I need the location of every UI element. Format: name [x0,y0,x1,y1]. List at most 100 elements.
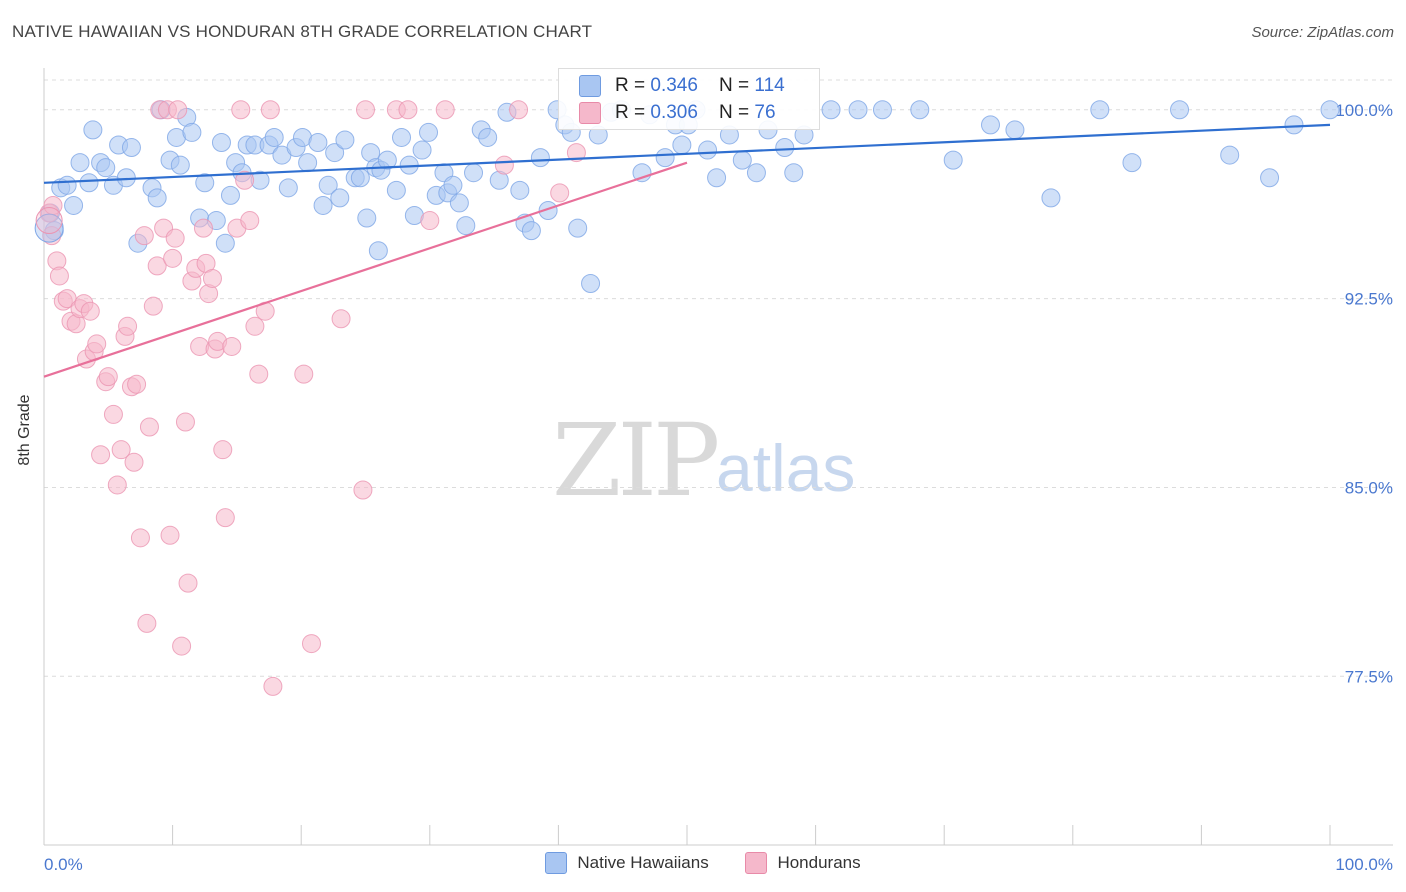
native-hawaiian-point [308,133,328,153]
honduran-point [249,364,269,384]
honduran-point [49,266,69,286]
honduran-point [215,508,235,528]
honduran-point [175,412,195,432]
honduran-point [235,170,255,190]
native-hawaiian-point [872,100,892,120]
y-tick-label: 77.5% [1345,667,1393,686]
honduran-point [353,480,373,500]
honduran-point [124,452,144,472]
honduran-point [245,316,265,336]
honduran-point [202,268,222,288]
native-hawaiian-point [980,115,1000,135]
native-hawaiian-point [848,100,868,120]
chart-legend: Native Hawaiians Hondurans [0,852,1406,879]
stats-row-native-hawaiians: R = 0.346 N = 114 [579,73,785,99]
honduran-point [137,613,157,633]
honduran-point [147,256,167,276]
honduran-point [160,525,180,545]
native-hawaiian-point [96,158,116,178]
native-hawaiian-point [1260,168,1280,188]
chart-title: NATIVE HAWAIIAN VS HONDURAN 8TH GRADE CO… [12,22,593,41]
x-tick-label: 100.0% [1335,855,1393,874]
native-hawaiian-point [449,193,469,213]
honduran-trend-line [43,161,688,378]
native-hawaiian-point [195,173,215,193]
legend-item-hondurans[interactable]: Hondurans [745,852,861,874]
native-hawaiian-point [79,173,99,193]
native-hawaiian-point-large [34,213,64,243]
native-hawaiian-point [121,138,141,158]
native-hawaiian-point [775,138,795,158]
honduran-point [163,248,183,268]
native-hawaiian-point [57,175,77,195]
honduran-point [143,296,163,316]
honduran-point [80,301,100,321]
honduran-point [550,183,570,203]
native-hawaiian-point [377,150,397,170]
honduran-point [331,309,351,329]
honduran-point [222,336,242,356]
honduran-point [130,528,150,548]
honduran-point [356,100,375,120]
native-hawaiian-point [784,163,804,183]
native-hawaiian-point [1220,145,1240,165]
legend-item-native-hawaiians[interactable]: Native Hawaiians [545,852,709,874]
legend-swatch-hondurans [745,852,768,874]
honduran-point [111,440,131,460]
stats-box: R = 0.346 N = 114 R = 0.306 N = 76 [558,68,820,130]
native-hawaiian-point [83,120,103,140]
honduran-point [301,634,321,654]
honduran-point [118,316,138,336]
native-hawaiian-point [278,178,298,198]
chart-source: Source: ZipAtlas.com [1251,24,1394,41]
native-hawaiian-point [392,127,412,147]
honduran-point [435,100,455,120]
native-hawaiian-point [581,274,601,294]
native-hawaiian-point [910,100,930,120]
native-hawaiian-point [298,153,318,173]
native-hawaiian-point [211,133,231,153]
watermark-atlas: atlas [716,431,856,505]
native-hawaiian-point [264,127,284,147]
native-hawaiian-point [215,233,235,253]
y-tick-label: 100.0% [1335,101,1393,120]
honduran-point [213,440,233,460]
native-hawaiian-point [672,135,692,155]
native-hawaiian-point [1122,153,1142,173]
native-hawaiian-point [182,122,202,142]
native-hawaiian-point [313,195,333,215]
native-hawaiian-point [147,188,167,208]
honduran-point [420,211,440,231]
honduran-point [263,676,283,696]
honduran-point [91,445,111,465]
honduran-point [87,334,107,354]
native-hawaiian-point [350,168,370,188]
honduran-point [139,417,159,437]
honduran-point-large [35,207,63,235]
honduran-point [193,218,213,238]
legend-swatch-native-hawaiians [545,852,568,874]
native-hawaiian-point [1090,100,1110,120]
honduran-point [294,364,314,384]
native-hawaiian-point [386,180,406,200]
honduran-point [231,100,251,120]
honduran-point [566,143,586,163]
native-hawaiian-point [330,188,350,208]
native-hawaiian-point [1041,188,1061,208]
native-hawaiian-point [170,155,190,175]
native-hawaiian-point [325,143,345,163]
honduran-point [172,636,192,656]
native-hawaiian-point [357,208,377,228]
x-tick-label: 0.0% [44,855,83,874]
legend-label: Native Hawaiians [577,853,709,872]
honduran-point [260,100,280,120]
native-hawaiian-point [530,148,550,168]
stats-row-hondurans: R = 0.306 N = 76 [579,100,776,126]
native-hawaiian-trend-line [43,123,1331,184]
native-hawaiian-point [510,180,530,200]
native-hawaiian-point [220,185,240,205]
honduran-point [103,404,123,424]
native-hawaiian-point [456,216,476,236]
stats-swatch-native-hawaiians [579,75,601,97]
